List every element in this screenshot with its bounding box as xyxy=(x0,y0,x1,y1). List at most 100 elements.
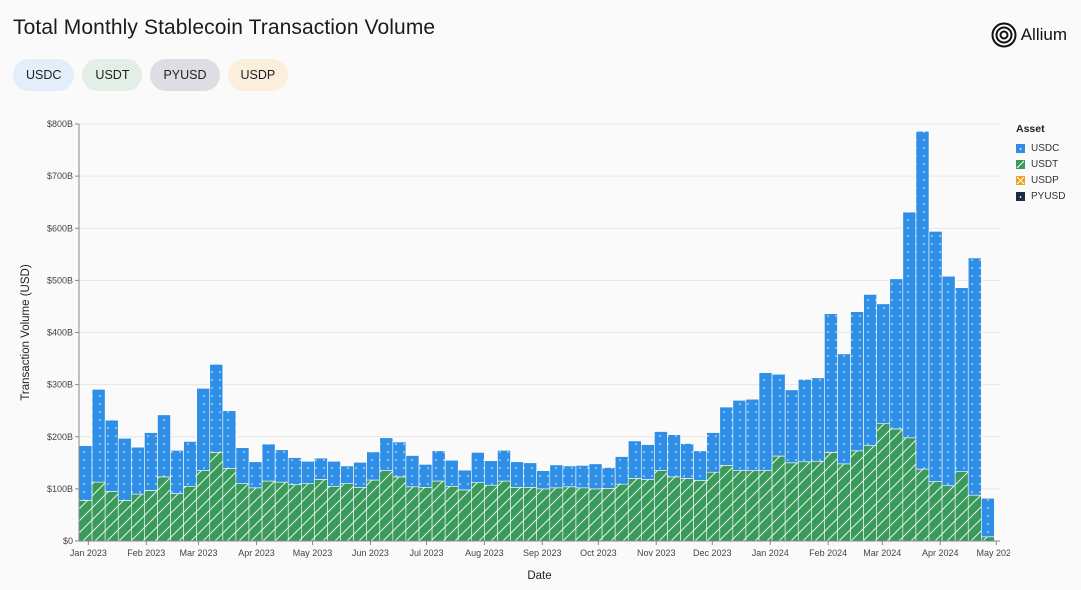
bar-usdc[interactable] xyxy=(811,377,825,462)
bar-usdt[interactable] xyxy=(366,479,381,542)
bar-usdc[interactable] xyxy=(301,460,315,484)
bar-usdt[interactable] xyxy=(706,471,721,542)
bar-usdc[interactable] xyxy=(222,410,237,469)
bar-usdc[interactable] xyxy=(928,231,943,482)
bar-usdc[interactable] xyxy=(536,470,551,490)
bar-usdt[interactable] xyxy=(157,476,171,542)
bar-usdt[interactable] xyxy=(353,487,367,542)
bar-usdc[interactable] xyxy=(157,414,171,478)
bar-usdt[interactable] xyxy=(209,452,224,542)
bar-usdc[interactable] xyxy=(850,311,864,452)
bar-usdc[interactable] xyxy=(575,465,590,489)
bar-usdt[interactable] xyxy=(301,483,315,542)
bar-usdc[interactable] xyxy=(863,294,878,446)
bar-usdc[interactable] xyxy=(497,450,511,482)
bar-usdc[interactable] xyxy=(457,469,472,491)
bar-usdt[interactable] xyxy=(889,428,904,542)
bar-usdc[interactable] xyxy=(758,372,773,471)
bar-usdt[interactable] xyxy=(876,423,891,542)
bar-usdt[interactable] xyxy=(797,461,812,542)
bar-usdc[interactable] xyxy=(902,211,917,439)
bar-usdt[interactable] xyxy=(484,484,498,542)
pill-usdt[interactable]: USDT xyxy=(82,59,143,91)
bar-usdt[interactable] xyxy=(981,536,995,542)
bar-usdt[interactable] xyxy=(131,493,145,542)
bar-usdc[interactable] xyxy=(379,437,394,471)
bar-usdt[interactable] xyxy=(758,470,773,542)
bar-usdc[interactable] xyxy=(117,438,132,501)
bar-usdc[interactable] xyxy=(941,275,956,487)
bar-usdt[interactable] xyxy=(627,478,642,542)
bar-usdt[interactable] xyxy=(562,486,577,542)
bar-usdc[interactable] xyxy=(248,461,263,489)
bar-usdt[interactable] xyxy=(183,485,197,542)
legend-item-pyusd[interactable]: PYUSD xyxy=(1016,188,1065,204)
bar-usdc[interactable] xyxy=(837,353,851,465)
bar-usdc[interactable] xyxy=(667,434,681,478)
bar-usdt[interactable] xyxy=(967,494,982,542)
bar-usdc[interactable] xyxy=(771,373,786,457)
bar-usdc[interactable] xyxy=(405,455,420,488)
bar-usdc[interactable] xyxy=(287,457,302,486)
bar-usdc[interactable] xyxy=(444,459,459,487)
bar-usdt[interactable] xyxy=(575,487,590,542)
bar-usdc[interactable] xyxy=(131,446,145,495)
bar-usdt[interactable] xyxy=(536,488,551,542)
bar-usdt[interactable] xyxy=(654,470,668,542)
bar-usdc[interactable] xyxy=(523,462,537,488)
bar-usdc[interactable] xyxy=(327,460,341,487)
bar-usdt[interactable] xyxy=(405,486,420,542)
bar-usdt[interactable] xyxy=(327,485,341,542)
bar-usdt[interactable] xyxy=(549,487,564,542)
pill-usdp[interactable]: USDP xyxy=(227,59,289,91)
bar-usdt[interactable] xyxy=(104,491,119,542)
bar-usdc[interactable] xyxy=(510,461,524,488)
bar-usdt[interactable] xyxy=(444,485,459,542)
bar-usdt[interactable] xyxy=(915,468,930,542)
bar-usdt[interactable] xyxy=(941,485,956,542)
bar-usdc[interactable] xyxy=(693,450,707,481)
bar-usdc[interactable] xyxy=(104,419,119,492)
bar-usdt[interactable] xyxy=(497,480,511,542)
bar-usdt[interactable] xyxy=(314,479,328,542)
bar-usdt[interactable] xyxy=(117,500,132,542)
bar-usdt[interactable] xyxy=(248,487,263,542)
bar-usdt[interactable] xyxy=(457,489,472,542)
bar-usdt[interactable] xyxy=(340,483,354,542)
bar-usdc[interactable] xyxy=(954,287,969,472)
bar-usdt[interactable] xyxy=(144,490,158,542)
bar-usdc[interactable] xyxy=(235,447,250,484)
bar-usdt[interactable] xyxy=(902,437,917,542)
bar-usdt[interactable] xyxy=(811,460,825,542)
bar-usdt[interactable] xyxy=(379,470,394,542)
bar-usdt[interactable] xyxy=(274,481,289,542)
bar-usdc[interactable] xyxy=(353,461,367,488)
bar-usdc[interactable] xyxy=(680,443,694,479)
bar-usdc[interactable] xyxy=(549,464,564,489)
bar-usdc[interactable] xyxy=(654,431,668,471)
bar-usdc[interactable] xyxy=(889,278,904,430)
bar-usdt[interactable] xyxy=(850,450,864,542)
bar-usdc[interactable] xyxy=(78,445,93,501)
bar-usdt[interactable] xyxy=(824,452,838,542)
bar-usdt[interactable] xyxy=(287,484,302,542)
bar-usdt[interactable] xyxy=(863,445,878,542)
bar-usdt[interactable] xyxy=(392,476,407,542)
bar-usdc[interactable] xyxy=(967,257,982,496)
bar-usdt[interactable] xyxy=(693,480,707,542)
bar-usdt[interactable] xyxy=(601,488,616,542)
bar-usdt[interactable] xyxy=(261,480,276,542)
bar-usdc[interactable] xyxy=(627,440,642,479)
bar-usdc[interactable] xyxy=(797,379,812,463)
bar-usdt[interactable] xyxy=(771,455,786,542)
bar-usdc[interactable] xyxy=(144,432,158,491)
bar-usdc[interactable] xyxy=(314,457,328,480)
bar-usdt[interactable] xyxy=(614,483,629,542)
bar-usdc[interactable] xyxy=(588,463,603,490)
bar-usdc[interactable] xyxy=(824,313,838,453)
bar-usdc[interactable] xyxy=(706,432,721,473)
bar-usdt[interactable] xyxy=(928,481,943,542)
bar-usdt[interactable] xyxy=(667,476,681,542)
bar-usdt[interactable] xyxy=(235,483,250,542)
bar-usdc[interactable] xyxy=(366,451,381,481)
